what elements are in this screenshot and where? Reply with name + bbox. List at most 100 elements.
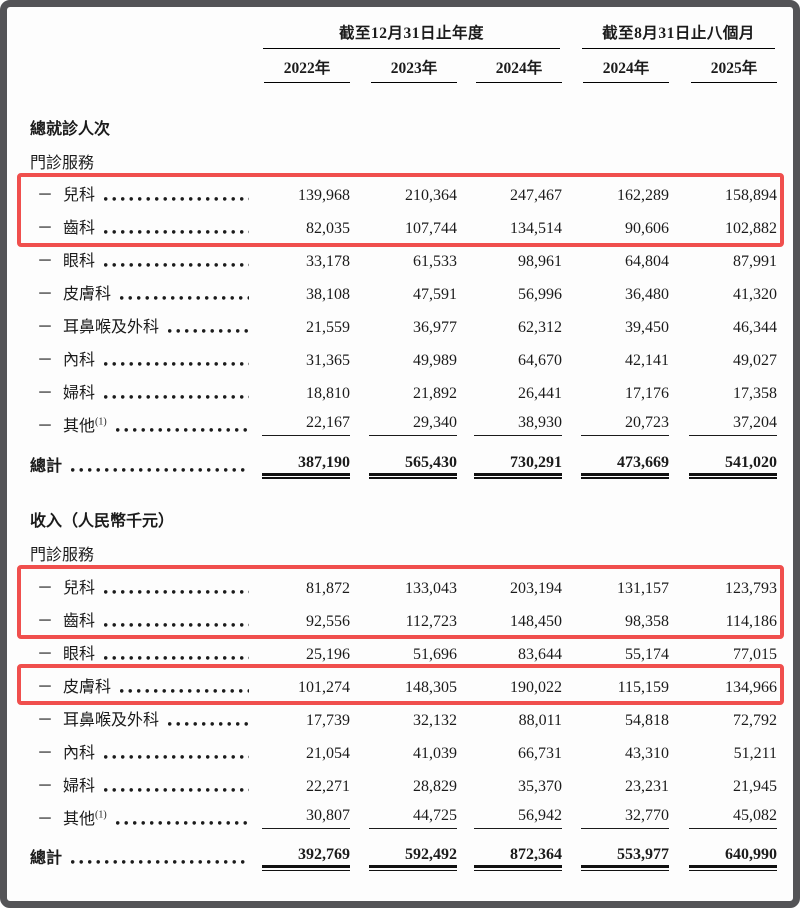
cell-value: 37,204 xyxy=(669,408,778,441)
dot-leader xyxy=(71,860,249,864)
row-label-cell: － 齒科 xyxy=(30,602,255,635)
cell-value-text: 35,370 xyxy=(518,777,562,795)
cell-value-text: 41,039 xyxy=(413,744,457,762)
cell-value-text: 210,364 xyxy=(405,187,457,204)
dot-leader xyxy=(104,230,249,234)
row-dash-prefix: － xyxy=(37,744,54,762)
cell-value: 39,450 xyxy=(562,309,669,342)
cell-value-text: 51,211 xyxy=(733,744,778,762)
cell-value-text: 36,977 xyxy=(413,319,457,336)
cell-value: 203,194 xyxy=(457,569,562,602)
dot-leader xyxy=(104,787,249,792)
row-label: 齒科 xyxy=(63,220,96,237)
table-row: － 其他(1) 22,167 29,340 38,930 20,723 37,204 xyxy=(30,408,778,441)
cell-value: 46,344 xyxy=(669,309,777,342)
row-label: 婦科 xyxy=(63,777,96,795)
cell-value-text: 114,186 xyxy=(725,612,778,630)
dot-leader xyxy=(104,622,249,627)
cell-value-text: 39,450 xyxy=(625,319,669,336)
cell-value: 55,174 xyxy=(562,635,669,668)
cell-value: 44,725 xyxy=(350,800,457,833)
row-label-cell: － 其他(1) xyxy=(30,800,255,833)
dot-leader xyxy=(168,329,249,333)
financial-data-table: 截至12月31日止年度 截至8月31日止八個月 2022年 2023年 2024… xyxy=(30,21,778,873)
cell-value: 38,108 xyxy=(255,276,350,309)
dot-leader xyxy=(168,721,249,726)
cell-value-text: 22,167 xyxy=(262,414,350,436)
row-label-cell: － 眼科 xyxy=(30,243,255,276)
total-value-cell: 541,020 xyxy=(669,441,778,481)
total-value-text: 640,990 xyxy=(689,846,778,872)
total-row: 總計 387,190 565,430 730,291 473,669 541,020 xyxy=(30,441,778,481)
total-value-text: 387,190 xyxy=(262,454,350,479)
cell-value: 51,211 xyxy=(669,734,777,767)
cell-value-text: 49,027 xyxy=(733,352,778,369)
row-label: 齒科 xyxy=(63,612,96,630)
cell-value: 18,810 xyxy=(255,375,350,408)
table-row: － 內科 31,365 49,989 64,670 42,141 49,027 xyxy=(30,342,777,375)
table-row: － 皮膚科 101,274 148,305 190,022 115,159 134,966 xyxy=(30,668,777,701)
cell-value: 134,966 xyxy=(669,668,777,701)
table-row: － 婦科 18,810 21,892 26,441 17,176 17,358 xyxy=(30,375,777,408)
row-label-cell: － 皮膚科 xyxy=(30,668,255,701)
row-label-cell: － 其他(1) xyxy=(30,408,255,441)
row-label: 內科 xyxy=(63,352,96,369)
table-row: － 皮膚科 38,108 47,591 56,996 36,480 41,320 xyxy=(30,276,777,309)
cell-value-text: 21,054 xyxy=(306,744,350,762)
dot-leader xyxy=(115,820,249,825)
row-dash-prefix: － xyxy=(37,253,54,270)
footnote-superscript: (1) xyxy=(95,416,107,428)
cell-value-text: 21,559 xyxy=(306,319,350,336)
cell-value: 32,770 xyxy=(562,800,669,833)
table-row: － 耳鼻喉及外科 17,739 32,132 88,011 54,818 72,792 xyxy=(30,701,777,734)
section-subtitle-row: 門診服務 xyxy=(30,536,777,569)
row-label: 內科 xyxy=(63,744,96,762)
cell-value: 41,039 xyxy=(350,734,457,767)
cell-value-text: 42,141 xyxy=(625,352,669,369)
cell-value: 33,178 xyxy=(255,243,350,276)
cell-value-text: 54,818 xyxy=(625,711,669,729)
row-dash-prefix: － xyxy=(37,777,54,795)
cell-value: 112,723 xyxy=(350,602,457,635)
cell-value: 54,818 xyxy=(562,701,669,734)
cell-value-text: 18,810 xyxy=(306,385,350,402)
cell-value-text: 41,320 xyxy=(733,286,778,303)
row-label: 皮膚科 xyxy=(63,286,112,303)
total-label-cell: 總計 xyxy=(30,833,255,873)
cell-value-text: 98,961 xyxy=(518,253,562,270)
cell-value: 83,644 xyxy=(457,635,562,668)
row-label: 其他(1) xyxy=(63,809,107,828)
dot-leader xyxy=(104,362,249,366)
cell-value: 51,696 xyxy=(350,635,457,668)
table-row: － 眼科 25,196 51,696 83,644 55,174 77,015 xyxy=(30,635,777,668)
cell-value: 21,892 xyxy=(350,375,457,408)
cell-value-text: 247,467 xyxy=(510,187,562,204)
table-row: － 兒科 81,872 133,043 203,194 131,157 123,793 xyxy=(30,569,777,602)
total-value-cell: 640,990 xyxy=(669,833,778,873)
row-dash-prefix: － xyxy=(37,220,54,237)
table-row: － 兒科 139,968 210,364 247,467 162,289 158,894 xyxy=(30,177,777,210)
cell-value: 88,011 xyxy=(457,701,562,734)
dot-leader xyxy=(104,263,249,267)
total-label-cell: 總計 xyxy=(30,441,255,481)
cell-value: 162,289 xyxy=(562,177,669,210)
cell-value-text: 98,358 xyxy=(625,612,669,630)
total-value-cell: 592,492 xyxy=(350,833,457,873)
cell-value: 82,035 xyxy=(255,210,350,243)
cell-value-text: 33,178 xyxy=(306,253,350,270)
table-row: － 內科 21,054 41,039 66,731 43,310 51,211 xyxy=(30,734,777,767)
cell-value-text: 23,231 xyxy=(625,777,669,795)
cell-value-text: 30,807 xyxy=(262,807,350,829)
total-value-cell: 565,430 xyxy=(350,441,457,481)
section-subtitle: 門診服務 xyxy=(30,547,95,564)
cell-value: 90,606 xyxy=(562,210,669,243)
cell-value-text: 45,082 xyxy=(689,807,778,829)
row-dash-prefix: － xyxy=(37,286,54,303)
dot-leader xyxy=(120,296,249,300)
cell-value-text: 36,480 xyxy=(625,286,669,303)
cell-value: 47,591 xyxy=(350,276,457,309)
cell-value-text: 21,945 xyxy=(733,777,778,795)
cell-value: 49,989 xyxy=(350,342,457,375)
cell-value-text: 123,793 xyxy=(725,579,778,597)
